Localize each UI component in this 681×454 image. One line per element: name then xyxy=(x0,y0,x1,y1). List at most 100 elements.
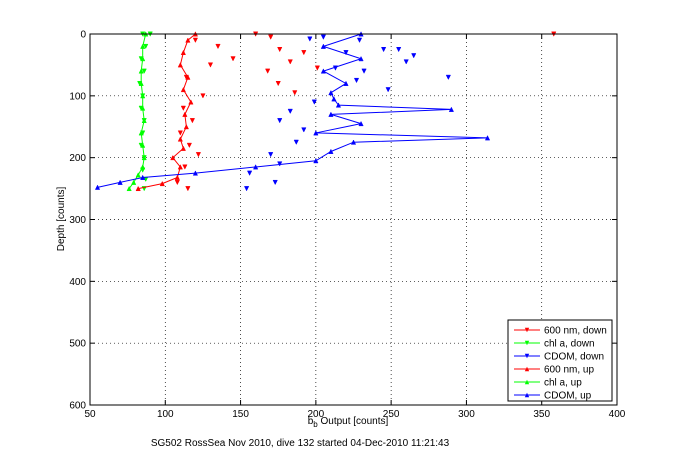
data-point xyxy=(135,185,141,192)
data-point xyxy=(350,139,357,145)
data-point xyxy=(180,49,186,55)
data-point xyxy=(292,90,298,96)
data-point xyxy=(275,81,281,87)
data-point xyxy=(141,154,147,161)
data-point xyxy=(141,68,147,74)
data-point xyxy=(331,96,337,102)
data-point xyxy=(361,68,367,74)
y-tick-label: 300 xyxy=(69,215,86,226)
data-point xyxy=(411,53,417,59)
data-point xyxy=(186,142,192,149)
data-point xyxy=(135,172,141,178)
data-point xyxy=(140,164,146,170)
data-point xyxy=(185,37,191,43)
x-tick-label: 400 xyxy=(609,409,626,420)
series-layer xyxy=(94,31,557,192)
data-point xyxy=(320,43,326,49)
x-tick-label: 100 xyxy=(157,409,174,420)
series-600-nm-down xyxy=(174,31,557,192)
legend-entry: chl a, up xyxy=(514,378,582,389)
data-point xyxy=(117,179,123,185)
data-point xyxy=(185,186,191,192)
x-tick-label: 200 xyxy=(308,409,325,420)
data-point xyxy=(268,34,274,40)
x-tick-label: 50 xyxy=(84,409,96,420)
data-point xyxy=(277,47,283,53)
x-tick-label: 250 xyxy=(383,409,400,420)
legend: 600 nm, down chl a, down CDOM, down 600 nm,… xyxy=(507,319,613,402)
legend-swatch-marker xyxy=(524,353,530,359)
data-point xyxy=(313,157,319,164)
legend-label: chl a, up xyxy=(544,378,582,389)
figure-caption: SG502 RossSea Nov 2010, dive 132 started… xyxy=(151,438,450,449)
legend-swatch-marker xyxy=(524,379,530,385)
legend-box xyxy=(507,319,613,402)
legend-swatch-marker xyxy=(524,366,530,372)
y-tick-label: 200 xyxy=(69,153,86,164)
data-point xyxy=(385,87,391,93)
data-point xyxy=(265,68,271,74)
data-point xyxy=(140,93,146,99)
legend-entry: CDOM, down xyxy=(514,352,604,363)
data-point xyxy=(320,34,326,40)
series-line xyxy=(138,33,196,190)
data-point xyxy=(314,65,320,71)
data-point xyxy=(138,80,144,86)
data-point xyxy=(328,148,334,154)
data-point xyxy=(177,164,183,170)
data-point xyxy=(180,145,186,151)
data-point xyxy=(247,170,253,176)
data-point xyxy=(174,174,180,180)
data-point xyxy=(353,77,360,84)
data-point xyxy=(200,93,206,99)
data-point xyxy=(287,59,293,65)
y-tick-label: 400 xyxy=(69,277,86,288)
data-point xyxy=(396,47,402,53)
data-point xyxy=(126,185,132,192)
data-point xyxy=(343,50,349,56)
data-point xyxy=(177,136,183,142)
data-point xyxy=(484,135,491,141)
legend-entry: chl a, down xyxy=(514,339,595,350)
data-point xyxy=(293,139,299,145)
data-point xyxy=(335,102,342,108)
y-tick-label: 600 xyxy=(69,401,86,412)
data-point xyxy=(343,80,349,86)
data-point xyxy=(356,37,363,43)
data-point xyxy=(403,59,409,65)
y-axis-label: Depth [counts] xyxy=(56,187,67,252)
legend-label: CDOM, down xyxy=(544,352,604,363)
data-point xyxy=(177,130,183,136)
legend-swatch-marker xyxy=(524,327,530,333)
data-point xyxy=(215,43,221,50)
data-point xyxy=(174,179,180,186)
data-point xyxy=(159,180,165,187)
data-point xyxy=(140,105,146,111)
series-cdom-down xyxy=(243,34,451,192)
data-point xyxy=(445,74,451,81)
data-point xyxy=(268,152,274,158)
data-point xyxy=(183,123,189,130)
data-point xyxy=(141,117,147,124)
data-point xyxy=(311,99,317,105)
data-point xyxy=(192,37,199,43)
data-point xyxy=(140,55,146,62)
data-point xyxy=(307,36,313,42)
data-point xyxy=(177,62,183,68)
data-point xyxy=(272,179,278,186)
data-point xyxy=(182,164,188,170)
data-point xyxy=(358,120,364,127)
x-axis-label-subscript: b xyxy=(313,420,318,429)
series-cdom-up xyxy=(94,31,491,190)
y-tick-label: 500 xyxy=(69,339,86,350)
data-point xyxy=(301,127,307,133)
legend-swatch-marker xyxy=(524,340,530,346)
data-point xyxy=(131,179,137,185)
data-point xyxy=(230,56,236,62)
series-600-nm-up xyxy=(135,31,199,192)
data-point xyxy=(180,105,186,111)
data-point xyxy=(253,164,259,170)
data-point xyxy=(328,89,334,96)
data-point xyxy=(140,43,146,49)
